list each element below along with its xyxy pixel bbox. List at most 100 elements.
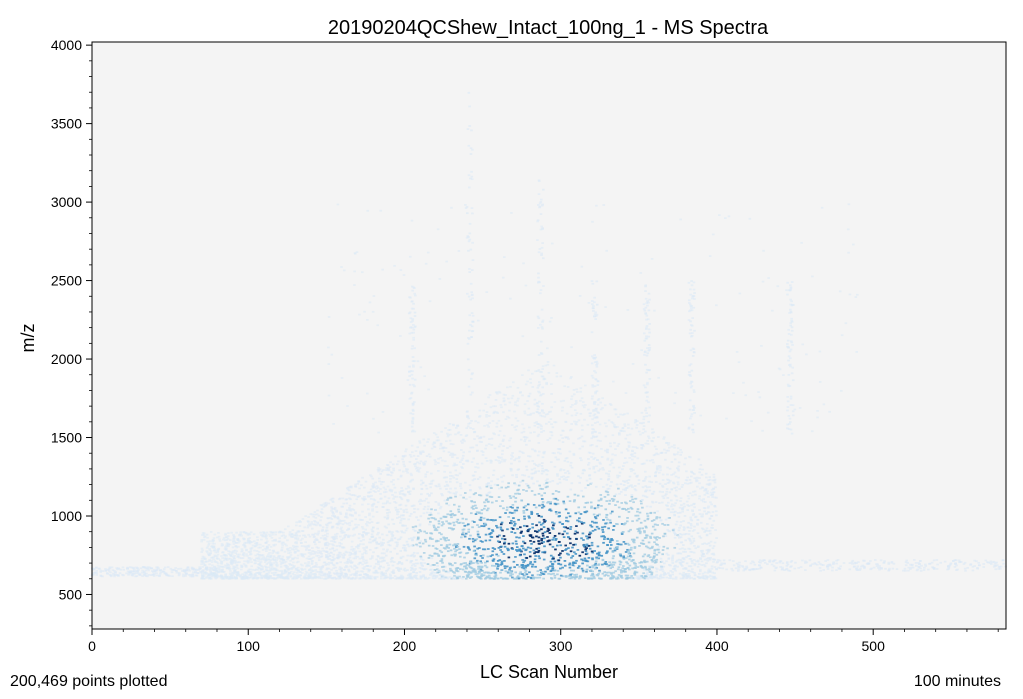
density-cell — [697, 458, 701, 461]
density-cell — [496, 563, 500, 566]
density-cell — [969, 563, 973, 566]
density-cell — [667, 572, 670, 575]
density-cell — [577, 506, 581, 509]
density-cell — [402, 524, 405, 527]
density-cell — [1001, 559, 1005, 562]
density-cell — [578, 436, 582, 439]
density-cell — [595, 556, 598, 559]
density-cell — [379, 492, 382, 495]
density-cell — [573, 409, 577, 412]
density-cell — [546, 469, 550, 472]
density-cell — [332, 540, 336, 543]
density-cell — [355, 570, 358, 573]
density-cell — [557, 451, 560, 454]
density-cell — [261, 545, 265, 548]
density-cell — [884, 567, 887, 570]
density-cell — [108, 566, 112, 569]
density-cell — [462, 451, 466, 454]
density-cell — [707, 495, 710, 498]
density-cell — [687, 505, 691, 507]
density-cell — [557, 554, 561, 556]
density-cell — [308, 577, 312, 580]
density-cell — [392, 497, 395, 500]
density-cell — [710, 575, 713, 578]
density-cell — [572, 543, 575, 546]
density-cell — [378, 468, 382, 471]
density-cell — [519, 438, 523, 441]
density-cell — [568, 500, 572, 503]
density-cell — [396, 541, 399, 544]
density-cell — [556, 499, 560, 501]
density-cell — [762, 559, 765, 561]
density-cell — [446, 577, 450, 580]
density-cell — [581, 551, 584, 554]
density-cell — [407, 486, 411, 489]
density-cell — [995, 564, 999, 567]
density-cell — [490, 487, 493, 489]
density-cell — [677, 469, 680, 472]
density-cell — [342, 552, 346, 555]
density-cell — [448, 543, 452, 546]
density-cell — [478, 511, 481, 514]
density-cell — [401, 577, 405, 579]
density-cell — [523, 410, 526, 413]
density-cell — [260, 576, 264, 579]
density-cell — [280, 535, 284, 537]
density-cell — [599, 408, 603, 411]
density-cell — [248, 533, 252, 536]
density-cell — [603, 574, 607, 577]
density-cell — [788, 569, 792, 572]
density-cell — [344, 513, 348, 516]
density-cell — [453, 547, 456, 550]
density-cell — [255, 568, 258, 571]
density-cell — [494, 391, 498, 394]
density-cell — [586, 501, 589, 504]
density-cell — [530, 490, 534, 492]
density-cell — [370, 533, 374, 536]
density-cell — [388, 502, 392, 505]
density-cell — [362, 560, 365, 563]
density-cell — [954, 563, 957, 566]
density-cell — [500, 560, 504, 563]
density-cell — [878, 566, 882, 569]
density-cell — [429, 569, 432, 571]
density-cell — [397, 460, 400, 463]
density-cell — [454, 546, 458, 549]
density-cell — [683, 567, 687, 570]
density-cell — [627, 485, 630, 488]
density-cell — [608, 519, 612, 522]
density-cell — [698, 509, 701, 511]
density-cell — [688, 539, 692, 542]
density-cell — [408, 453, 412, 456]
density-cell — [456, 570, 460, 573]
density-cell — [611, 557, 615, 560]
density-cell — [644, 566, 647, 569]
density-cell — [445, 480, 448, 483]
density-cell — [673, 504, 676, 507]
density-cell — [385, 550, 389, 553]
density-cell — [549, 554, 553, 557]
density-cell — [668, 574, 671, 576]
density-cell — [175, 571, 179, 574]
density-cell — [342, 519, 346, 522]
density-cell — [552, 524, 555, 527]
density-cell — [448, 439, 452, 442]
density-cell — [700, 527, 704, 530]
density-cell — [917, 562, 920, 564]
density-cell — [295, 542, 299, 545]
density-cell — [620, 523, 624, 525]
density-cell — [674, 495, 678, 498]
density-cell — [567, 553, 570, 556]
density-cell — [314, 569, 318, 571]
density-cell — [162, 568, 166, 571]
density-cell — [614, 570, 617, 573]
density-cell — [461, 522, 465, 525]
density-cell — [343, 566, 347, 569]
density-cell — [479, 516, 483, 519]
density-cell — [275, 565, 279, 568]
density-cell — [998, 565, 1002, 568]
density-cell — [471, 505, 475, 508]
density-cell — [223, 539, 227, 542]
density-cell — [467, 422, 471, 425]
density-cell — [700, 560, 704, 563]
